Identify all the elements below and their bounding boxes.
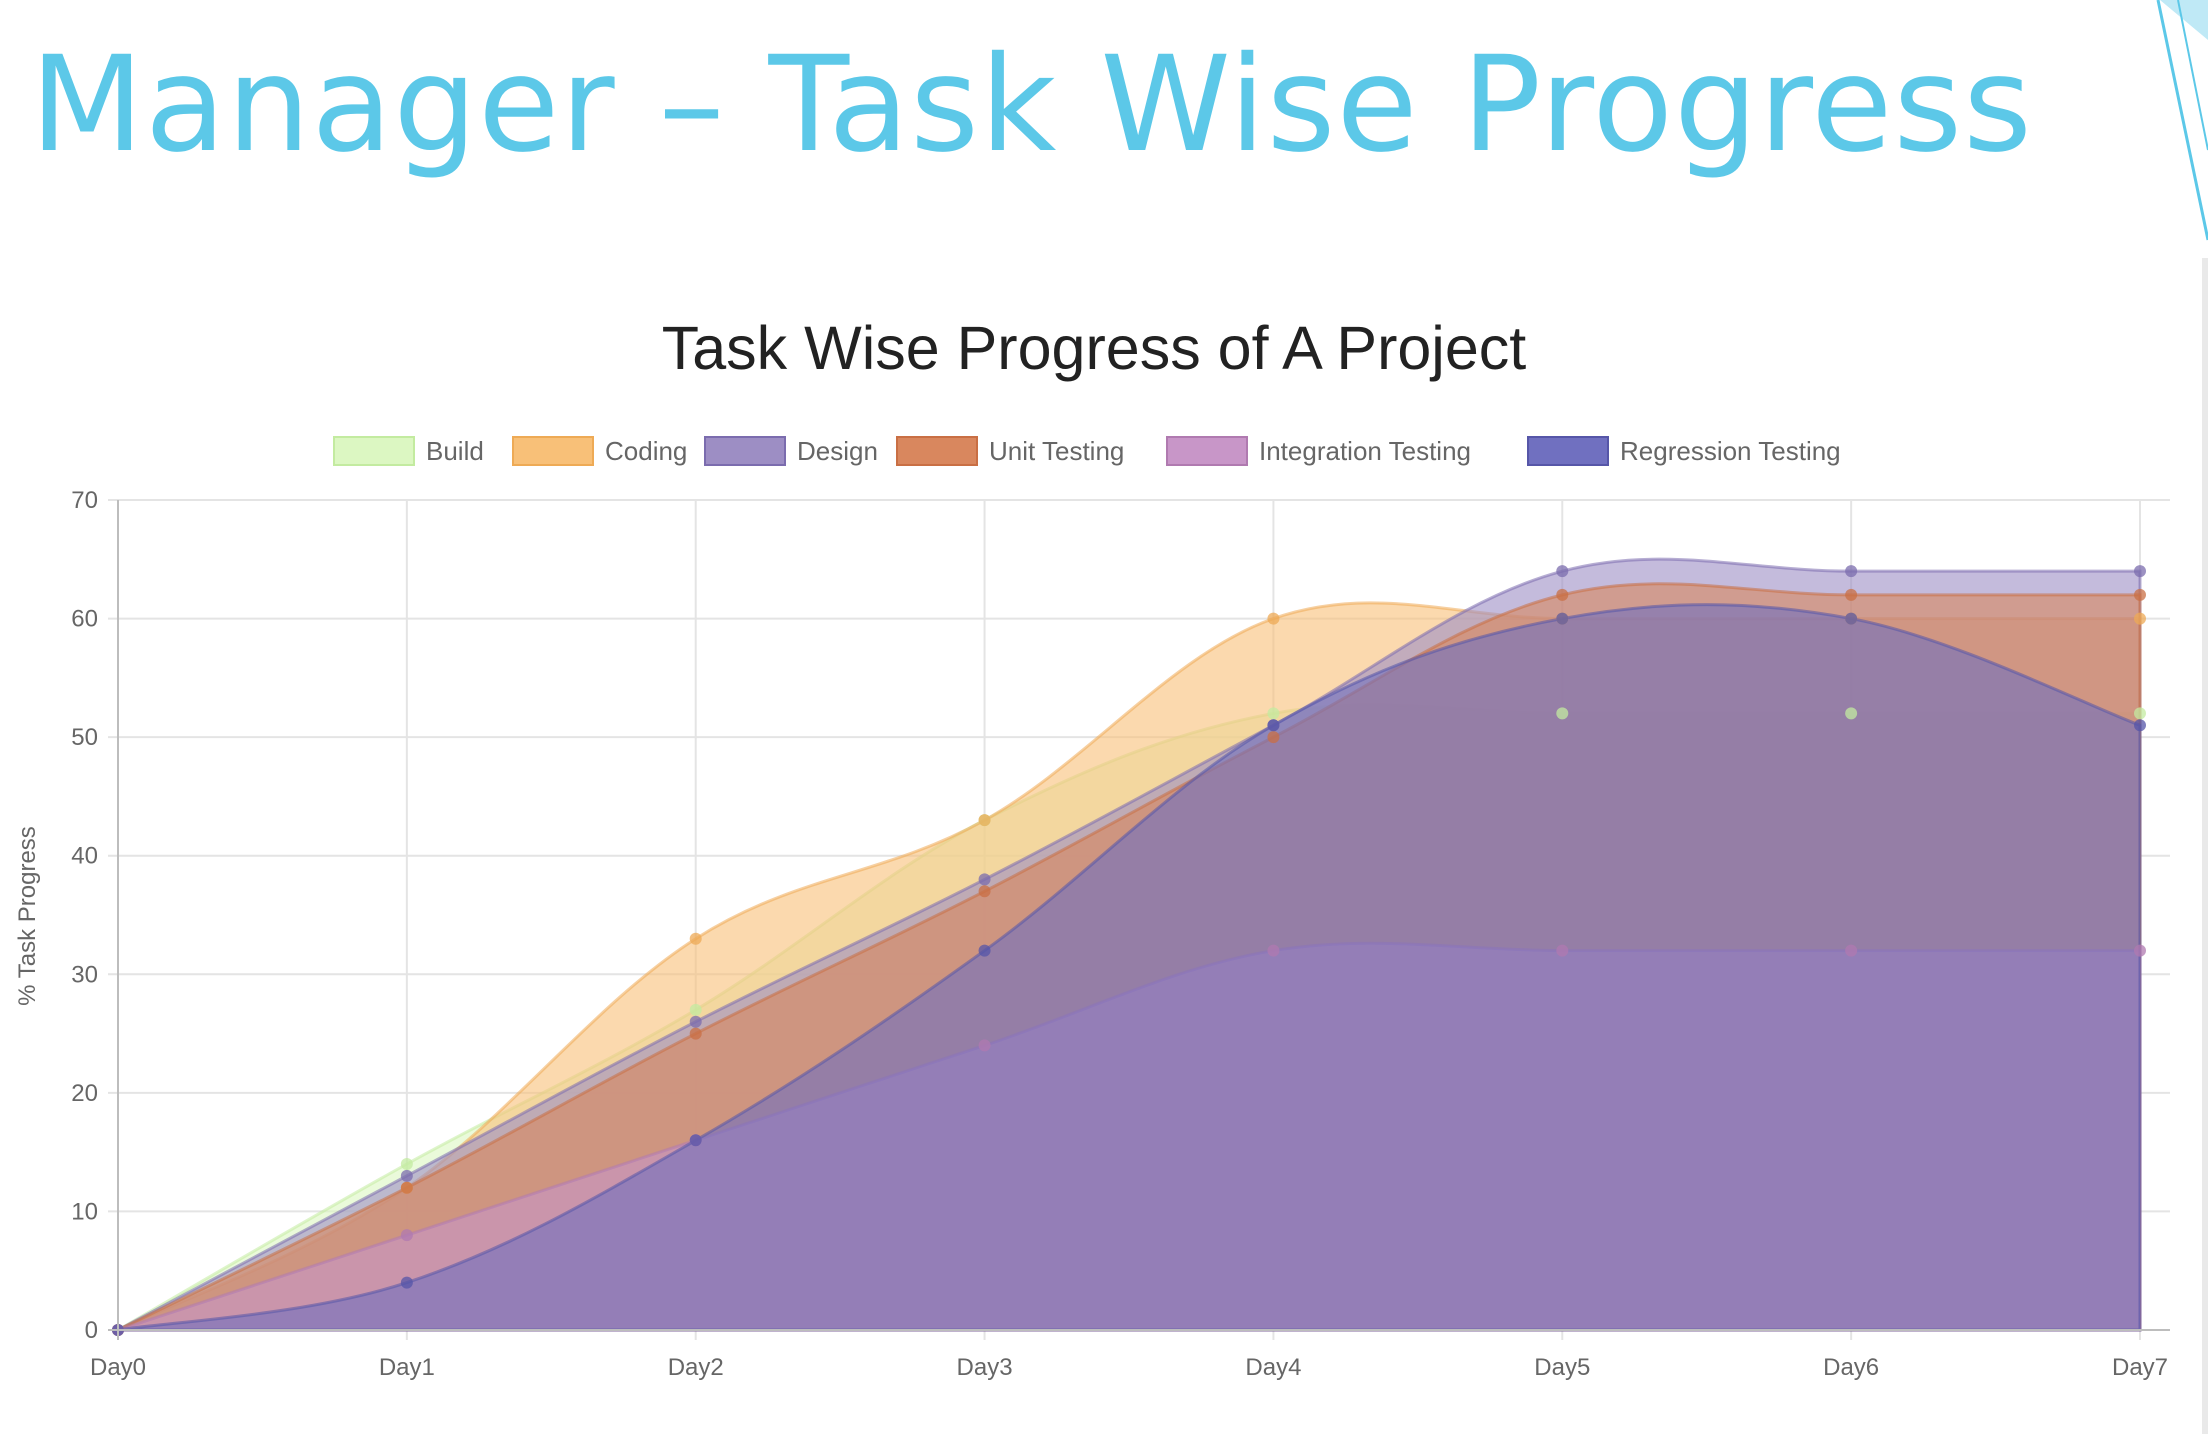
data-point-build: [1267, 707, 1280, 720]
data-point-regression-testing: [400, 1276, 413, 1289]
data-point-coding: [689, 932, 702, 945]
chart-legend: Build Coding Design Unit Testing Integration…: [333, 436, 1841, 466]
chart-points: [112, 565, 2146, 1336]
y-tick-label: 40: [71, 843, 98, 870]
data-point-integration-testing: [2134, 944, 2146, 957]
slide-title: Manager – Task Wise Progress: [30, 28, 2033, 182]
data-point-integration-testing: [1845, 944, 1858, 957]
x-tick-label: Day2: [668, 1354, 724, 1381]
slide-edge-divider: [2202, 258, 2208, 1434]
data-point-unit-testing: [978, 885, 991, 898]
y-tick-label: 10: [71, 1198, 98, 1225]
y-tick-label: 20: [71, 1080, 98, 1107]
data-point-regression-testing: [689, 1134, 702, 1147]
y-tick-label: 30: [71, 961, 98, 988]
data-point-build: [400, 1158, 413, 1170]
data-point-integration-testing: [978, 1039, 991, 1052]
data-point-coding: [978, 814, 991, 827]
data-point-unit-testing: [1845, 588, 1858, 601]
data-point-coding: [2134, 612, 2146, 625]
data-point-unit-testing: [1556, 588, 1569, 601]
legend-label-coding[interactable]: Coding: [605, 436, 687, 466]
data-point-coding: [1267, 612, 1280, 625]
data-point-unit-testing: [1267, 731, 1280, 744]
legend-label-build[interactable]: Build: [426, 436, 484, 466]
x-tick-label: Day3: [957, 1354, 1013, 1381]
data-point-unit-testing: [689, 1027, 702, 1040]
x-tick-label: Day4: [1245, 1354, 1301, 1381]
y-axis-label: % Task Progress: [14, 826, 41, 1006]
x-tick-label: Day7: [2112, 1354, 2168, 1381]
data-point-design: [689, 1015, 702, 1028]
data-point-build: [2134, 707, 2146, 720]
area-chart: Task Wise Progress of A Project Build Cod…: [14, 314, 2170, 1381]
x-tick-label: Day5: [1534, 1354, 1590, 1381]
legend-label-regression-testing[interactable]: Regression Testing: [1620, 436, 1841, 466]
legend-label-integration-testing[interactable]: Integration Testing: [1259, 436, 1471, 466]
data-point-design: [978, 873, 991, 886]
data-point-regression-testing: [978, 944, 991, 957]
data-point-integration-testing: [1556, 944, 1569, 957]
data-point-regression-testing: [1556, 612, 1569, 625]
y-tick-label: 50: [71, 724, 98, 751]
data-point-build: [1845, 707, 1858, 720]
data-point-design: [1556, 565, 1569, 578]
legend-swatch-build[interactable]: [333, 436, 415, 466]
chart-title: Task Wise Progress of A Project: [662, 314, 1527, 382]
data-point-regression-testing: [1845, 612, 1858, 625]
legend-swatch-integration-testing[interactable]: [1166, 436, 1248, 466]
legend-swatch-coding[interactable]: [512, 436, 594, 466]
data-point-integration-testing: [1267, 944, 1280, 957]
series-area-regression-testing: [117, 603, 2142, 1332]
legend-label-unit-testing[interactable]: Unit Testing: [989, 436, 1124, 466]
chart-areas: [112, 557, 2142, 1332]
data-point-build: [689, 1003, 702, 1016]
data-point-regression-testing: [1267, 719, 1280, 732]
data-point-design: [400, 1169, 413, 1182]
data-point-integration-testing: [400, 1229, 413, 1242]
legend-swatch-regression-testing[interactable]: [1527, 436, 1609, 466]
data-point-unit-testing: [400, 1181, 413, 1194]
data-point-design: [2134, 565, 2146, 578]
x-tick-label: Day6: [1823, 1354, 1879, 1381]
data-point-unit-testing: [2134, 588, 2146, 601]
data-point-regression-testing: [2134, 719, 2146, 732]
y-tick-label: 0: [85, 1317, 98, 1344]
data-point-design: [1845, 565, 1858, 578]
chart-axes: [108, 500, 2170, 1340]
y-tick-label: 60: [71, 606, 98, 633]
legend-swatch-design[interactable]: [704, 436, 786, 466]
x-tick-label: Day1: [379, 1354, 435, 1381]
corner-decoration: [2148, 0, 2208, 241]
x-tick-label: Day0: [90, 1354, 146, 1381]
y-tick-label: 70: [71, 487, 98, 514]
legend-label-design[interactable]: Design: [797, 436, 878, 466]
data-point-build: [1556, 707, 1569, 720]
legend-swatch-unit-testing[interactable]: [896, 436, 978, 466]
